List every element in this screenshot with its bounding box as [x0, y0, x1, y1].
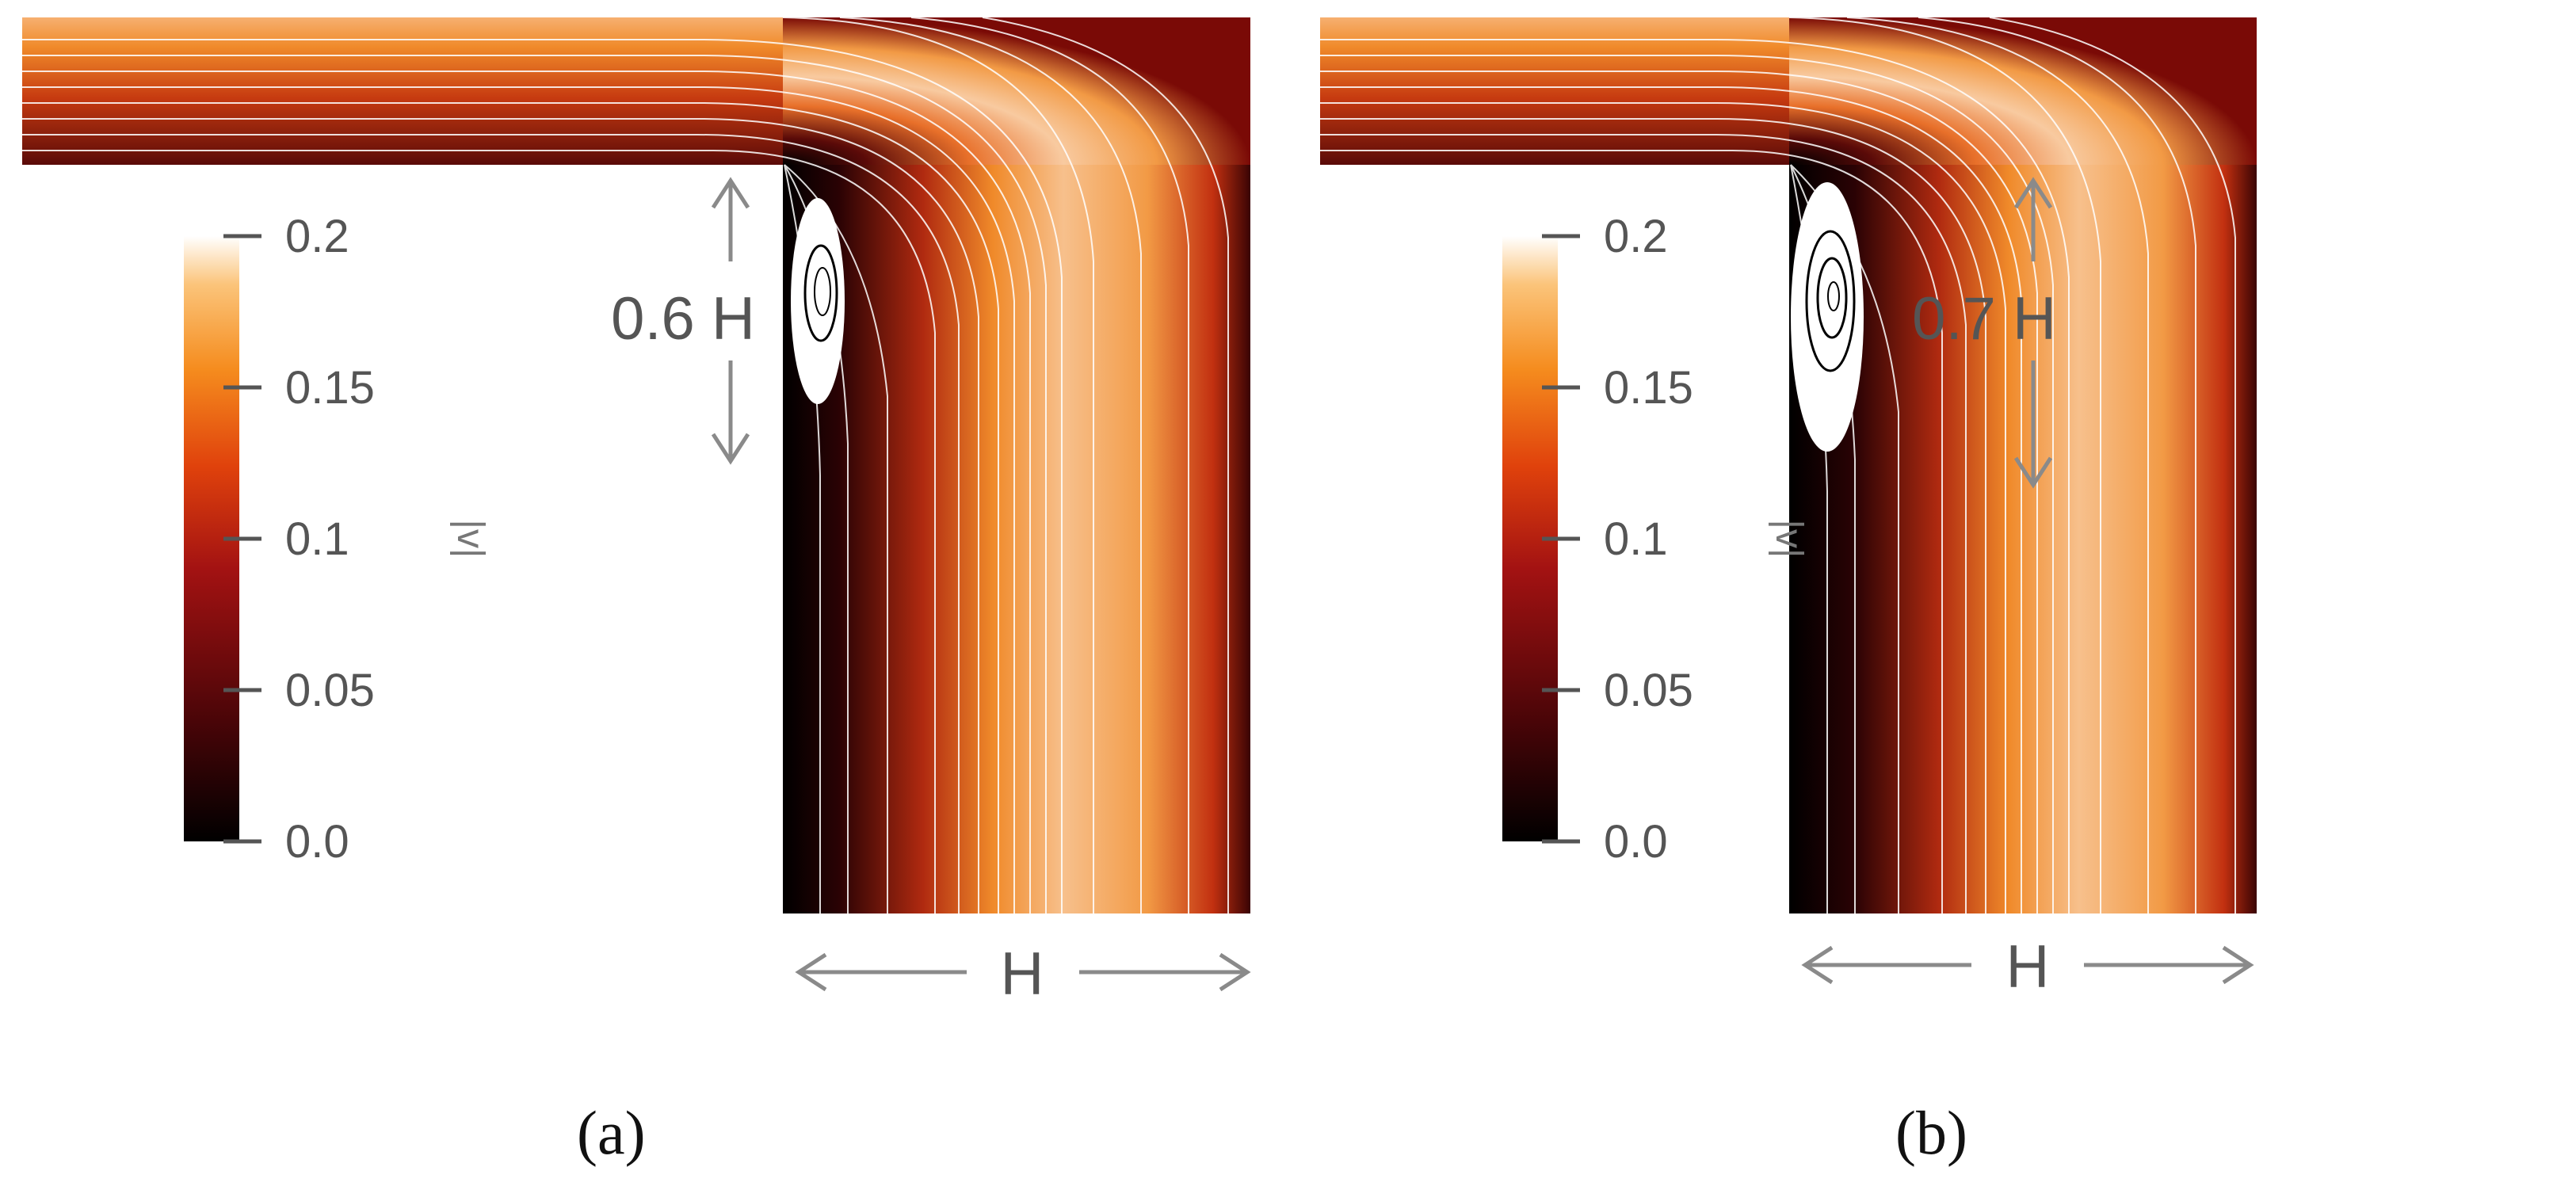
width-arrow — [1801, 945, 2254, 985]
flow-figure-b: 0.7 H H 0.2 0.15 0.1 0.05 0.0 |v| — [1320, 17, 2257, 1001]
colorbar-ticks — [1542, 234, 1580, 844]
vortex-height-arrow — [711, 177, 750, 465]
colorbar-tick-label: 0.0 — [285, 816, 349, 868]
colorbar-ticks — [223, 234, 261, 844]
vortex — [1791, 182, 1864, 452]
colorbar-tick-label: 0.2 — [285, 211, 349, 262]
corner-region — [1789, 17, 2257, 165]
colorbar-tick-label: 0.15 — [1604, 362, 1693, 414]
panel-b: 0.7 H H 0.2 0.15 0.1 0.05 0.0 |v| (b) — [1288, 0, 2576, 1190]
vortex-height-label: 0.6 H — [611, 285, 755, 353]
colorbar-tick-label: 0.15 — [285, 362, 375, 414]
colorbar-tick-label: 0.1 — [285, 513, 349, 565]
colorbar-tick-label: 0.05 — [1604, 665, 1693, 716]
width-label: H — [1001, 940, 1044, 1008]
streamlines — [22, 17, 1229, 913]
colorbar-title: |v| — [449, 520, 491, 559]
width-arrow — [795, 952, 1251, 992]
panel-label-a: (a) — [577, 1098, 646, 1167]
colorbar-tick-label: 0.2 — [1604, 211, 1668, 262]
colorbar-title: |v| — [1768, 520, 1810, 559]
flow-figure-a: 0.6 H H 0.2 0.15 0.1 0.05 0.0 |v| — [22, 17, 1251, 1008]
vortex-height-label: 0.7 H — [1912, 285, 2056, 353]
vortex-height-arrow — [2013, 177, 2053, 489]
vortex — [791, 198, 845, 404]
colorbar-tick-label: 0.0 — [1604, 816, 1668, 868]
outlet-channel — [1789, 165, 2257, 913]
outlet-channel — [783, 165, 1250, 913]
inlet-channel — [22, 17, 783, 165]
panel-a: 0.6 H H 0.2 0.15 0.1 0.05 0.0 |v| (a) — [22, 17, 1251, 1167]
colorbar-tick-label: 0.05 — [285, 665, 375, 716]
width-label: H — [2006, 933, 2050, 1001]
streamlines — [1320, 17, 2236, 913]
panel-label-b: (b) — [1895, 1098, 1967, 1167]
colorbar-tick-label: 0.1 — [1604, 513, 1668, 565]
inlet-channel — [1320, 17, 1789, 165]
